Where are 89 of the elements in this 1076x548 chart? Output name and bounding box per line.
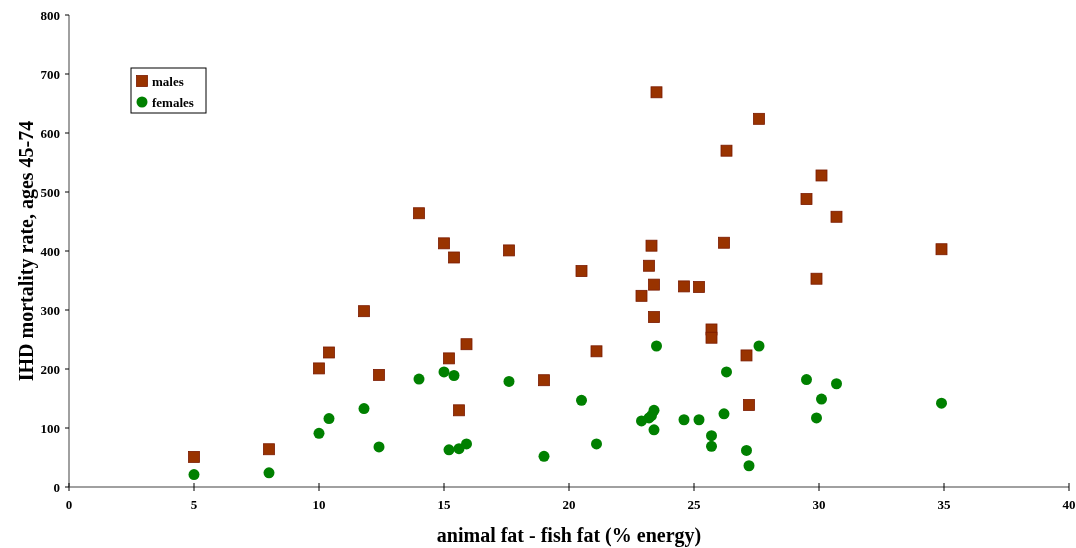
point xyxy=(800,193,813,205)
point xyxy=(678,414,690,426)
point xyxy=(693,281,705,293)
y-tick-label: 300 xyxy=(40,302,60,318)
x-tick-label: 40 xyxy=(1062,497,1076,512)
point xyxy=(323,413,335,425)
legend-label: females xyxy=(152,94,194,110)
y-tick-label: 800 xyxy=(40,7,60,23)
point xyxy=(810,272,823,285)
y-axis-title: IHD mortality rate, ages 45-74 xyxy=(15,120,38,382)
y-tick-label: 100 xyxy=(40,420,60,436)
point xyxy=(743,399,755,411)
point xyxy=(188,469,200,481)
point xyxy=(811,412,822,424)
point xyxy=(413,373,425,385)
point xyxy=(718,408,730,420)
point xyxy=(313,427,325,439)
x-tick-label: 10 xyxy=(312,497,326,512)
point xyxy=(648,404,660,416)
point xyxy=(373,441,385,453)
point xyxy=(753,340,765,352)
point xyxy=(460,338,473,351)
point xyxy=(816,393,827,405)
point xyxy=(935,243,948,256)
point xyxy=(263,467,275,479)
point xyxy=(635,289,648,302)
point xyxy=(438,366,450,378)
point xyxy=(705,331,718,344)
point xyxy=(801,374,812,386)
point xyxy=(263,443,275,456)
y-tick-label: 700 xyxy=(40,66,60,82)
point xyxy=(438,237,450,250)
x-tick-label: 5 xyxy=(190,497,198,512)
point xyxy=(753,112,765,125)
point xyxy=(538,374,550,387)
point xyxy=(358,403,370,415)
point xyxy=(453,404,465,417)
point xyxy=(741,444,752,456)
point xyxy=(313,362,325,375)
x-tick-label: 20 xyxy=(562,497,576,512)
point xyxy=(693,414,705,426)
point xyxy=(591,438,602,450)
point xyxy=(503,244,515,257)
point xyxy=(743,460,755,472)
point xyxy=(590,345,603,358)
y-tick-label: 0 xyxy=(53,479,60,495)
point xyxy=(575,265,588,277)
point xyxy=(815,169,828,182)
point xyxy=(706,430,717,442)
point xyxy=(831,378,842,390)
point xyxy=(651,340,662,352)
point xyxy=(188,451,200,463)
point xyxy=(358,305,370,318)
point xyxy=(643,259,655,272)
x-tick-label: 15 xyxy=(437,497,451,512)
point xyxy=(323,346,335,359)
point xyxy=(413,207,425,220)
x-tick-label: 0 xyxy=(65,497,73,512)
x-tick-label: 25 xyxy=(687,497,701,512)
y-tick-label: 500 xyxy=(40,184,60,200)
y-tick-label: 600 xyxy=(40,125,60,141)
point xyxy=(648,424,660,436)
point xyxy=(740,349,753,362)
point xyxy=(448,369,460,381)
point xyxy=(645,239,658,252)
x-tick-label: 35 xyxy=(937,497,951,512)
point xyxy=(678,280,690,293)
point xyxy=(936,397,947,409)
point xyxy=(373,369,385,381)
y-tick-label: 200 xyxy=(40,361,60,377)
point xyxy=(443,352,455,365)
legend-label: males xyxy=(152,73,184,89)
point xyxy=(718,236,730,249)
point xyxy=(576,394,587,406)
point xyxy=(706,440,717,452)
point xyxy=(830,210,843,223)
point xyxy=(448,251,460,264)
point xyxy=(461,438,472,450)
point xyxy=(443,444,455,456)
point xyxy=(648,278,660,291)
point xyxy=(650,86,663,99)
point xyxy=(503,375,515,387)
point xyxy=(721,366,732,378)
y-tick-label: 400 xyxy=(40,243,60,259)
point xyxy=(538,450,550,462)
x-axis-title: animal fat - fish fat (% energy) xyxy=(436,524,702,547)
point xyxy=(648,311,660,323)
x-tick-label: 30 xyxy=(812,497,826,512)
point xyxy=(720,144,733,157)
